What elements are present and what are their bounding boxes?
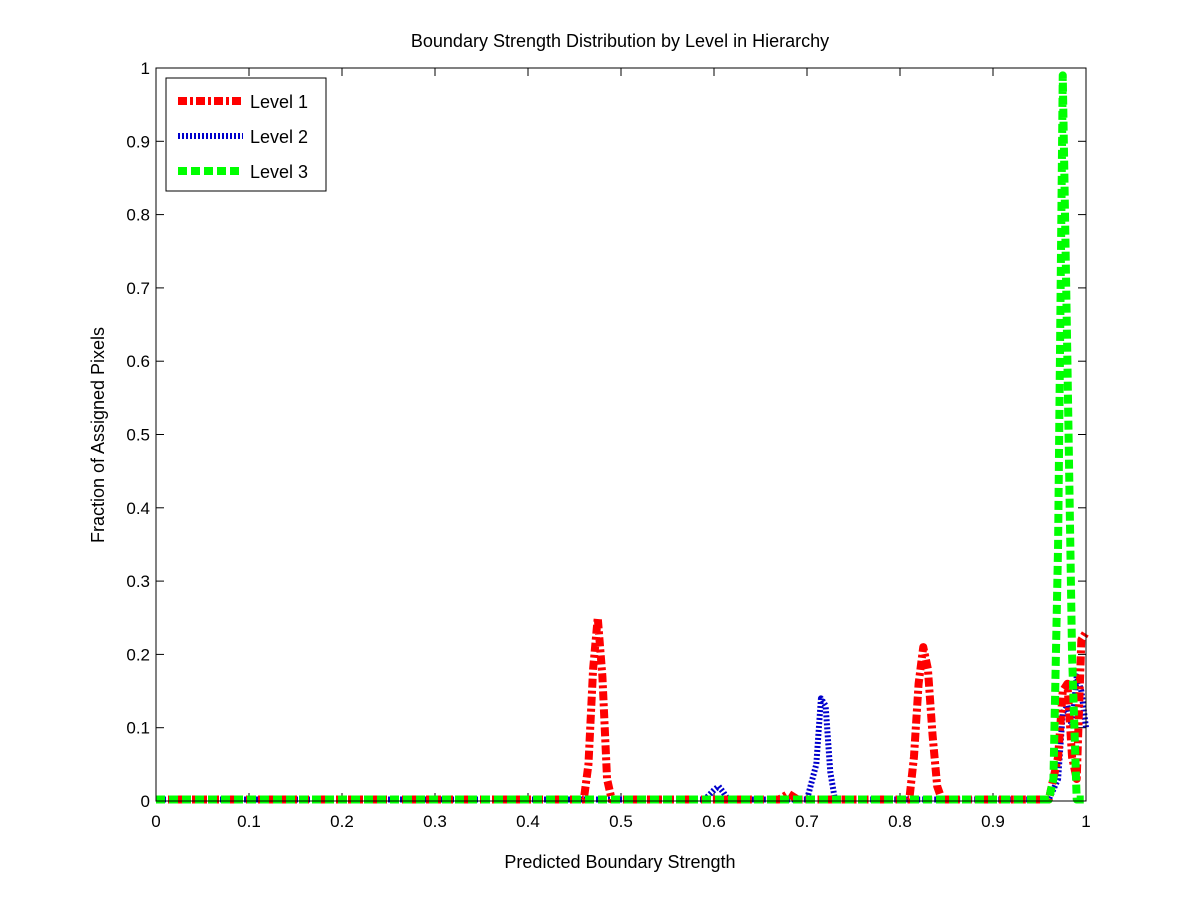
y-tick-label: 0.2 (126, 645, 150, 664)
y-tick-label: 0.5 (126, 426, 150, 445)
y-tick-label: 0 (141, 792, 150, 811)
x-tick-label: 0.2 (330, 812, 354, 831)
y-tick-label: 0.7 (126, 279, 150, 298)
x-tick-label: 0.6 (702, 812, 726, 831)
y-tick-label: 1 (141, 59, 150, 78)
x-tick-label: 0.9 (981, 812, 1005, 831)
y-tick-label: 0.3 (126, 572, 150, 591)
y-tick-label: 0.8 (126, 206, 150, 225)
y-tick-label: 0.1 (126, 719, 150, 738)
series-line-level-3 (156, 71, 1086, 804)
legend-label: Level 3 (250, 162, 308, 182)
x-tick-label: 0 (151, 812, 160, 831)
y-tick-label: 0.4 (126, 499, 150, 518)
x-tick-label: 0.3 (423, 812, 447, 831)
series-line-level-2 (156, 673, 1089, 803)
plot-frame (155, 67, 1087, 802)
legend: Level 1 Level 2 Level 3 (165, 77, 327, 192)
legend-label: Level 2 (250, 127, 308, 147)
y-tick-label: 0.9 (126, 132, 150, 151)
x-tick-label: 0.4 (516, 812, 540, 831)
x-tick-label: 0.7 (795, 812, 819, 831)
x-tick-label: 1 (1081, 812, 1090, 831)
chart-title: Boundary Strength Distribution by Level … (411, 31, 829, 51)
x-tick-label: 0.8 (888, 812, 912, 831)
x-tick-label: 0.5 (609, 812, 633, 831)
y-axis-label: Fraction of Assigned Pixels (88, 327, 108, 543)
x-axis-label: Predicted Boundary Strength (504, 852, 735, 872)
x-tick-label: 0.1 (237, 812, 261, 831)
legend-label: Level 1 (250, 92, 308, 112)
series-line-level-1 (156, 613, 1090, 804)
y-tick-label: 0.6 (126, 352, 150, 371)
